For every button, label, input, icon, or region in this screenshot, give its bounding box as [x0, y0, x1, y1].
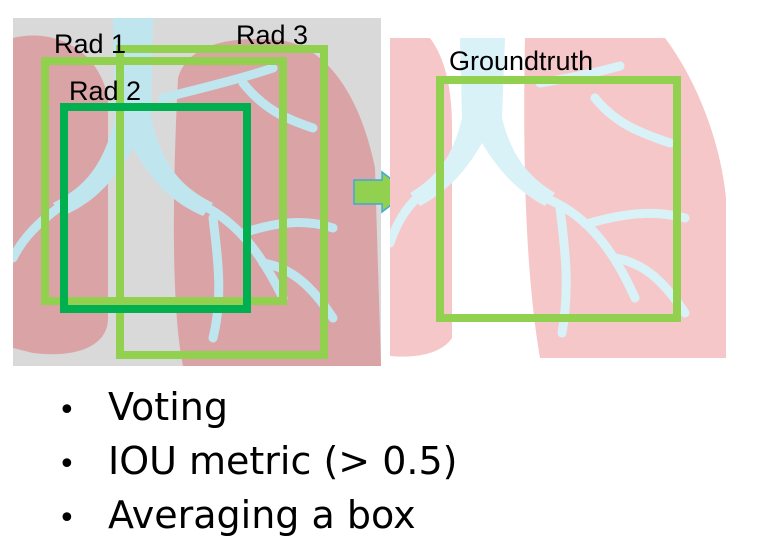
list-item: • IOU metric (> 0.5)	[58, 436, 457, 490]
bullet-dot-icon: •	[58, 501, 76, 536]
bullet-text-voting: Voting	[108, 385, 228, 429]
bullet-dot-icon: •	[58, 393, 76, 428]
right-lung-shape	[173, 38, 381, 366]
trachea-shape	[410, 38, 555, 206]
lung-illustration-left	[13, 18, 381, 366]
rad1-box	[41, 57, 287, 305]
bullet-text-averaging: Averaging a box	[108, 493, 416, 537]
bullet-text-iou: IOU metric (> 0.5)	[108, 439, 458, 483]
bullet-dot-icon: •	[58, 447, 76, 482]
rad3-label: Rad 3	[236, 20, 309, 50]
method-list: • Voting • IOU metric (> 0.5) • Averaging a…	[58, 382, 457, 544]
groundtruth-label: Groundtruth	[449, 46, 594, 76]
rad3-box	[116, 45, 328, 359]
groundtruth-box	[436, 76, 681, 322]
list-item: • Voting	[58, 382, 457, 436]
lung-illustration-right	[390, 38, 726, 358]
list-item: • Averaging a box	[58, 490, 457, 544]
radiologist-annotations-panel	[13, 18, 381, 366]
groundtruth-panel	[390, 38, 730, 358]
trachea-shape	[53, 18, 213, 216]
rad1-label: Rad 1	[54, 29, 127, 59]
rad2-label: Rad 2	[69, 76, 142, 106]
rad2-box	[60, 103, 251, 313]
